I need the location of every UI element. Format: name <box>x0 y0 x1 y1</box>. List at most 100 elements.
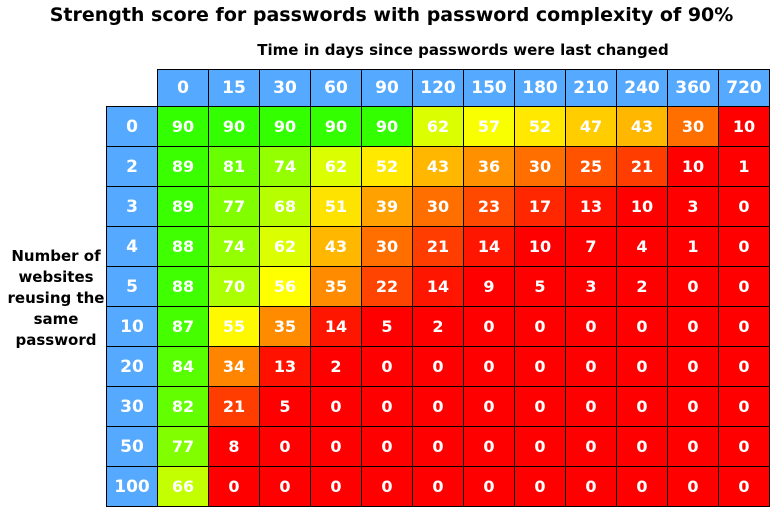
heatmap-cell: 43 <box>616 106 668 147</box>
heatmap-cell: 0 <box>565 386 617 427</box>
heatmap-cell: 0 <box>616 306 668 347</box>
heatmap-cell: 5 <box>259 386 311 427</box>
heatmap-cell: 35 <box>259 306 311 347</box>
y-axis-label: Number of websites reusing the same pass… <box>7 247 105 349</box>
heatmap-cell: 22 <box>361 266 413 307</box>
column-header: 30 <box>259 69 311 107</box>
heatmap-cell: 0 <box>412 466 464 507</box>
heatmap-cell: 0 <box>616 386 668 427</box>
corner-cell <box>106 69 158 107</box>
heatmap-cell: 0 <box>310 386 362 427</box>
heatmap-cell: 0 <box>463 426 515 467</box>
column-header: 90 <box>361 69 413 107</box>
heatmap-cell: 43 <box>310 226 362 267</box>
column-header: 60 <box>310 69 362 107</box>
heatmap-cell: 89 <box>157 146 209 187</box>
heatmap-cell: 0 <box>616 426 668 467</box>
heatmap-cell: 30 <box>361 226 413 267</box>
column-header: 0 <box>157 69 209 107</box>
heatmap-cell: 51 <box>310 186 362 227</box>
heatmap-cell: 14 <box>412 266 464 307</box>
heatmap-cell: 14 <box>463 226 515 267</box>
heatmap-cell: 0 <box>259 466 311 507</box>
heatmap-row: 2 89 81 74 62 52 43 36 30 25 21 10 1 <box>106 146 770 187</box>
row-header: 30 <box>106 386 158 427</box>
heatmap-cell: 10 <box>616 186 668 227</box>
heatmap-cell: 0 <box>718 266 770 307</box>
heatmap-cell: 0 <box>514 426 566 467</box>
heatmap-cell: 0 <box>667 306 719 347</box>
column-header: 240 <box>616 69 668 107</box>
heatmap-cell: 9 <box>463 266 515 307</box>
heatmap-cell: 90 <box>310 106 362 147</box>
heatmap-cell: 10 <box>667 146 719 187</box>
heatmap-cell: 1 <box>718 146 770 187</box>
column-header: 210 <box>565 69 617 107</box>
heatmap-cell: 13 <box>565 186 617 227</box>
heatmap-cell: 0 <box>565 426 617 467</box>
heatmap-cell: 0 <box>463 306 515 347</box>
heatmap-cell: 0 <box>718 386 770 427</box>
row-header: 0 <box>106 106 158 147</box>
heatmap-cell: 0 <box>463 386 515 427</box>
heatmap-cell: 0 <box>718 466 770 507</box>
row-header: 20 <box>106 346 158 387</box>
row-header: 4 <box>106 226 158 267</box>
column-header: 120 <box>412 69 464 107</box>
heatmap-row: 5 88 70 56 35 22 14 9 5 3 2 0 0 <box>106 266 770 307</box>
heatmap-cell: 36 <box>463 146 515 187</box>
heatmap-cell: 90 <box>361 106 413 147</box>
heatmap-cell: 10 <box>718 106 770 147</box>
heatmap-cell: 68 <box>259 186 311 227</box>
heatmap-cell: 0 <box>667 426 719 467</box>
heatmap-cell: 89 <box>157 186 209 227</box>
heatmap-cell: 0 <box>310 426 362 467</box>
column-header: 150 <box>463 69 515 107</box>
heatmap-cell: 0 <box>667 346 719 387</box>
heatmap-cell: 30 <box>667 106 719 147</box>
heatmap-cell: 77 <box>157 426 209 467</box>
heatmap-cell: 88 <box>157 266 209 307</box>
heatmap-cell: 30 <box>412 186 464 227</box>
heatmap-cell: 0 <box>718 346 770 387</box>
heatmap-row: 30 82 21 5 0 0 0 0 0 0 0 0 0 <box>106 386 770 427</box>
row-header: 3 <box>106 186 158 227</box>
heatmap-cell: 0 <box>514 306 566 347</box>
heatmap-cell: 0 <box>667 466 719 507</box>
heatmap-cell: 5 <box>514 266 566 307</box>
heatmap-cell: 39 <box>361 186 413 227</box>
heatmap-cell: 56 <box>259 266 311 307</box>
heatmap-cell: 87 <box>157 306 209 347</box>
heatmap-cell: 0 <box>514 386 566 427</box>
heatmap-cell: 84 <box>157 346 209 387</box>
heatmap-cell: 5 <box>361 306 413 347</box>
row-header: 5 <box>106 266 158 307</box>
heatmap-cell: 23 <box>463 186 515 227</box>
heatmap-cell: 0 <box>616 466 668 507</box>
heatmap-cell: 62 <box>412 106 464 147</box>
heatmap-row: 20 84 34 13 2 0 0 0 0 0 0 0 0 <box>106 346 770 387</box>
row-header: 2 <box>106 146 158 187</box>
heatmap-cell: 0 <box>412 346 464 387</box>
heatmap-cell: 43 <box>412 146 464 187</box>
heatmap-cell: 0 <box>565 466 617 507</box>
heatmap-cell: 2 <box>310 346 362 387</box>
heatmap-cell: 0 <box>718 226 770 267</box>
heatmap-row: 4 88 74 62 43 30 21 14 10 7 4 1 0 <box>106 226 770 267</box>
heatmap-cell: 0 <box>259 426 311 467</box>
heatmap-cell: 21 <box>412 226 464 267</box>
heatmap-grid: 0 15 30 60 90 120 150 180 210 240 360 720 0 90 90 90 90 9… <box>106 69 770 507</box>
heatmap-cell: 62 <box>310 146 362 187</box>
heatmap-cell: 70 <box>208 266 260 307</box>
heatmap-row: 0 90 90 90 90 90 62 57 52 47 43 30 10 <box>106 106 770 147</box>
heatmap-cell: 13 <box>259 346 311 387</box>
heatmap-cell: 55 <box>208 306 260 347</box>
chart-title: Strength score for passwords with passwo… <box>49 4 734 26</box>
heatmap-cell: 7 <box>565 226 617 267</box>
heatmap-cell: 3 <box>667 186 719 227</box>
heatmap-cell: 3 <box>565 266 617 307</box>
heatmap-cell: 21 <box>208 386 260 427</box>
heatmap-row: 3 89 77 68 51 39 30 23 17 13 10 3 0 <box>106 186 770 227</box>
heatmap-cell: 0 <box>412 386 464 427</box>
row-header: 50 <box>106 426 158 467</box>
